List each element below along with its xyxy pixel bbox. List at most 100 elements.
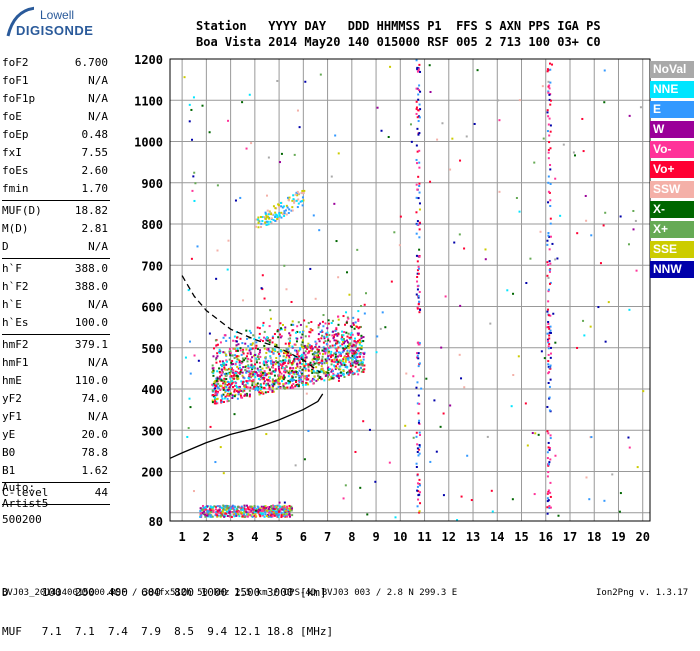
f2-echo <box>292 386 295 389</box>
es-echo <box>261 512 264 515</box>
noise-echo <box>183 76 186 79</box>
f2-echo <box>313 351 316 354</box>
noise-echo <box>187 289 190 292</box>
interference-echo <box>546 512 549 515</box>
f2-echo <box>334 355 337 358</box>
interference-echo <box>419 90 422 93</box>
interference-echo <box>548 505 551 508</box>
f2-echo <box>261 391 264 394</box>
f2-echo <box>289 386 292 389</box>
f2-echo <box>317 363 320 366</box>
param-label: B0 <box>2 446 16 459</box>
f2-echo <box>266 336 269 339</box>
f2-echo <box>232 386 235 389</box>
oblique-echo <box>272 205 275 208</box>
es-echo <box>219 510 222 513</box>
f2-echo <box>299 375 302 378</box>
f2-echo <box>291 369 294 372</box>
noise-echo <box>542 137 545 140</box>
f2-echo <box>339 371 342 374</box>
f2-echo <box>360 344 363 347</box>
f2-echo <box>247 345 250 348</box>
f2-echo <box>248 329 251 332</box>
f2-echo <box>245 386 248 389</box>
interference-echo <box>415 356 418 359</box>
interference-echo <box>417 98 420 101</box>
es-echo <box>247 514 250 517</box>
es-echo <box>267 511 270 514</box>
es-echo <box>233 515 236 518</box>
noise-echo <box>344 484 347 487</box>
f2-echo <box>358 338 361 341</box>
f2-echo <box>354 365 357 368</box>
f2-echo <box>353 372 356 375</box>
f2-echo <box>242 380 245 383</box>
oblique-echo <box>277 218 280 221</box>
f2-echo <box>287 352 290 355</box>
f2-echo <box>352 323 355 326</box>
f2-echo <box>211 399 214 402</box>
es-echo <box>275 505 278 508</box>
noise-echo <box>409 123 412 126</box>
f2-echo <box>353 353 356 356</box>
f2-echo <box>223 334 226 337</box>
f2-echo <box>228 336 231 339</box>
f2-echo <box>315 362 318 365</box>
noise-echo <box>296 109 299 112</box>
f2-echo <box>324 349 327 352</box>
interference-echo <box>416 269 419 272</box>
es-echo <box>215 510 218 513</box>
f2-echo <box>326 331 329 334</box>
f2-echo <box>264 372 267 375</box>
f2-echo <box>351 333 354 336</box>
es-echo <box>279 511 282 514</box>
y-tick-label: 800 <box>141 218 163 232</box>
f2-echo <box>281 376 284 379</box>
f2-echo <box>345 321 348 324</box>
f2-echo <box>288 380 291 383</box>
es-echo <box>242 509 245 512</box>
f2-echo <box>263 364 266 367</box>
interference-echo <box>549 147 552 150</box>
f2-echo <box>360 346 363 349</box>
f2-echo <box>243 394 246 397</box>
es-echo <box>273 514 276 517</box>
f2-echo <box>360 370 363 373</box>
f2-echo <box>333 358 336 361</box>
f2-echo <box>300 356 303 359</box>
f2-echo <box>270 362 273 365</box>
f2-echo <box>300 371 303 374</box>
interference-echo <box>547 360 550 363</box>
f2-echo <box>289 352 292 355</box>
es-echo <box>203 513 206 516</box>
f2-echo <box>277 365 280 368</box>
noise-echo <box>234 199 237 202</box>
interference-echo <box>546 451 549 454</box>
f2-echo <box>342 361 345 364</box>
es-echo <box>221 511 224 514</box>
f2-echo <box>257 369 260 372</box>
noise-echo <box>529 257 532 260</box>
noise-echo <box>197 359 200 362</box>
noise-echo <box>533 161 536 164</box>
es-echo <box>217 514 220 517</box>
es-echo <box>232 513 235 516</box>
noise-echo <box>193 354 196 357</box>
f2-echo <box>222 382 225 385</box>
f2-echo <box>277 364 280 367</box>
es-echo <box>288 512 291 515</box>
x-tick-label: 7 <box>324 530 331 544</box>
f2-echo <box>263 380 266 383</box>
f2-echo <box>331 368 334 371</box>
noise-echo <box>418 248 421 251</box>
f2-echo <box>335 361 338 364</box>
f2-echo <box>323 350 326 353</box>
f2-echo <box>290 361 293 364</box>
f2-echo <box>343 355 346 358</box>
noise-echo <box>552 312 555 315</box>
noise-echo <box>384 326 387 329</box>
f2-echo <box>255 358 258 361</box>
f2-echo <box>246 386 249 389</box>
interference-echo <box>549 182 552 185</box>
f2-echo <box>242 348 245 351</box>
